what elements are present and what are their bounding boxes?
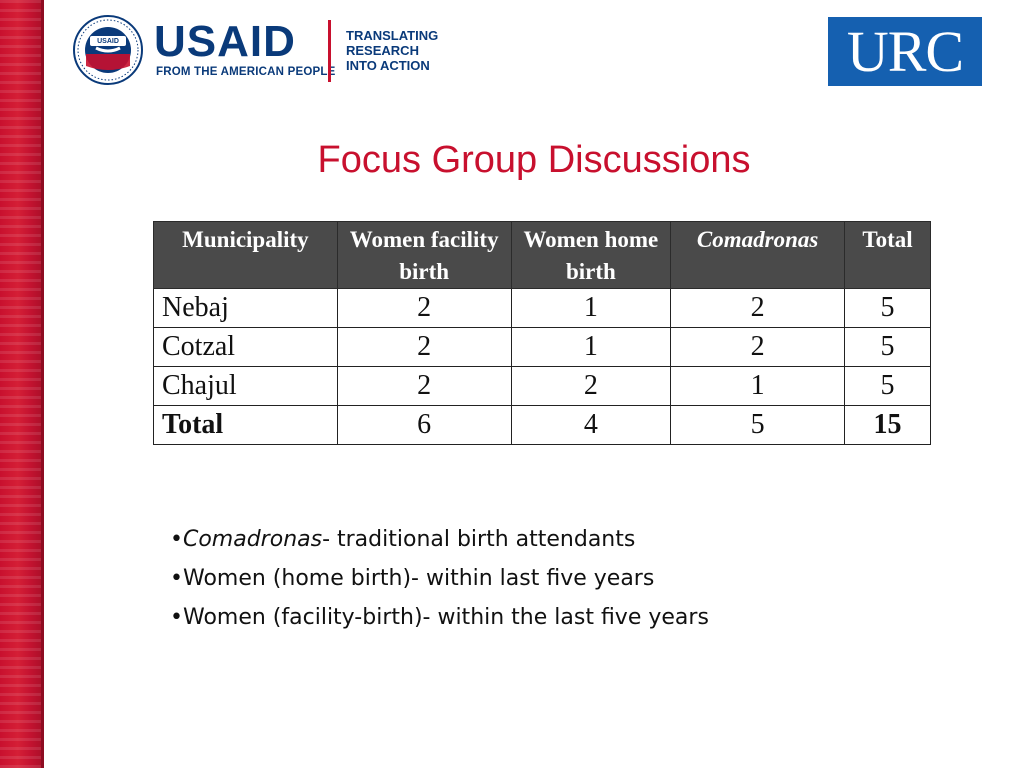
logo-divider <box>328 20 331 82</box>
list-item: •Comadronas- traditional birth attendant… <box>170 520 709 559</box>
tagline-line-2: RESEARCH <box>346 43 419 58</box>
table-total-row: Total 6 4 5 15 <box>153 405 931 445</box>
tagline-line-3: INTO ACTION <box>346 58 430 73</box>
cell-women-facility: 2 <box>336 327 512 367</box>
cell-women-home: 2 <box>510 366 672 406</box>
col-header-comadronas: Comadronas <box>670 221 846 289</box>
col-header-total: Total <box>844 221 931 289</box>
urc-logo: URC <box>828 17 982 86</box>
note-text: Women (facility-birth)- within the last … <box>182 605 709 630</box>
cell-total: 5 <box>844 327 931 367</box>
col-header-municipality: Municipality <box>153 221 338 289</box>
note-term: Comadronas <box>182 527 323 552</box>
cell-women-facility: 2 <box>336 288 512 328</box>
usaid-logo: USAID USAID FROM THE AMERICAN PEOPLE TRA… <box>72 14 452 88</box>
notes-list: •Comadronas- traditional birth attendant… <box>170 520 709 637</box>
cell-women-home: 4 <box>510 405 672 445</box>
usaid-subline: FROM THE AMERICAN PEOPLE <box>156 66 336 78</box>
usaid-tagline: TRANSLATING RESEARCH INTO ACTION <box>346 28 438 73</box>
table-row: Nebaj 2 1 2 5 <box>153 288 931 328</box>
cell-comadronas: 5 <box>670 405 846 445</box>
cell-comadronas: 2 <box>670 288 846 328</box>
cell-comadronas: 1 <box>670 366 846 406</box>
table-header-row: Municipality Women facility birth Women … <box>153 221 931 289</box>
page-title: Focus Group Discussions <box>317 139 751 181</box>
svg-text:USAID: USAID <box>97 38 119 45</box>
cell-women-home: 1 <box>510 327 672 367</box>
cell-municipality: Cotzal <box>153 327 338 367</box>
note-text: Women (home birth)- within last five yea… <box>182 566 655 591</box>
list-item: •Women (facility-birth)- within the last… <box>170 598 709 637</box>
bullet: • <box>170 605 183 630</box>
cell-municipality: Total <box>153 405 338 445</box>
note-text: - traditional birth attendants <box>322 527 636 552</box>
cell-grand-total: 15 <box>844 405 931 445</box>
col-header-women-home: Women home birth <box>510 221 672 289</box>
cell-women-facility: 6 <box>336 405 512 445</box>
list-item: •Women (home birth)- within last five ye… <box>170 559 709 598</box>
cell-women-home: 1 <box>510 288 672 328</box>
table-row: Chajul 2 2 1 5 <box>153 366 931 406</box>
tagline-line-1: TRANSLATING <box>346 28 439 43</box>
usaid-seal-icon: USAID <box>73 15 143 85</box>
table-row: Cotzal 2 1 2 5 <box>153 327 931 367</box>
side-decor-strip <box>0 0 44 768</box>
cell-comadronas: 2 <box>670 327 846 367</box>
bullet: • <box>170 527 183 552</box>
bullet: • <box>170 566 183 591</box>
focus-group-table: Municipality Women facility birth Women … <box>153 221 931 445</box>
cell-total: 5 <box>844 288 931 328</box>
cell-women-facility: 2 <box>336 366 512 406</box>
cell-municipality: Chajul <box>153 366 338 406</box>
cell-total: 5 <box>844 366 931 406</box>
cell-municipality: Nebaj <box>153 288 338 328</box>
usaid-wordmark: USAID <box>154 17 296 66</box>
col-header-women-facility: Women facility birth <box>336 221 512 289</box>
